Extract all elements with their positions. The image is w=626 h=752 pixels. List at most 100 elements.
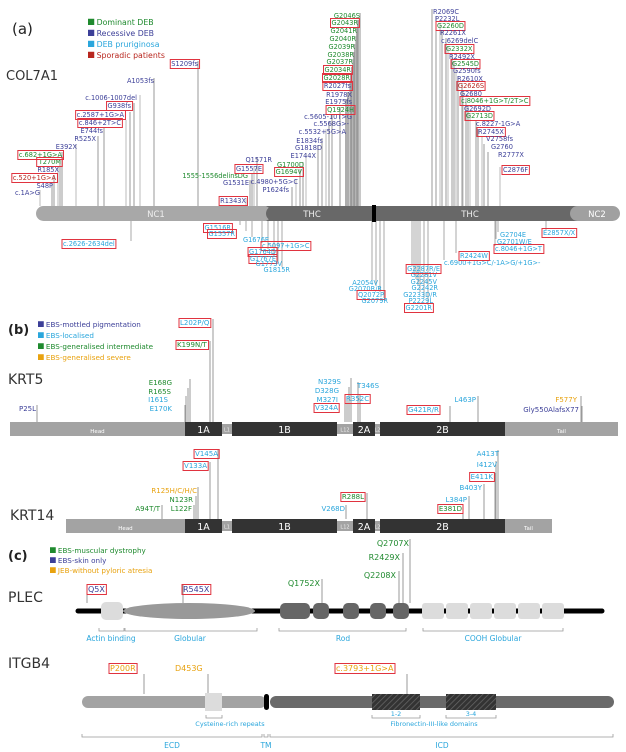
mutation-label: Gly550AlafsX77 xyxy=(523,406,579,414)
mutation-label: R545X xyxy=(183,585,210,594)
legend-swatch xyxy=(38,343,44,349)
mutation-label: D328G xyxy=(315,387,339,395)
rod-subdomain xyxy=(393,603,409,619)
mutation-label: G2626S xyxy=(458,82,484,90)
gene-name-krt14: KRT14 xyxy=(10,508,54,524)
domain-label-nc1: NC1 xyxy=(147,210,165,220)
mutation-label: G2545D xyxy=(452,60,479,68)
mutation-label: E2857X/X xyxy=(543,229,576,237)
mutation-label: c.1A>G xyxy=(15,189,40,197)
mutation-label: I412V xyxy=(477,461,497,469)
mutation-label: G2070R/R xyxy=(349,285,383,293)
segment-label: 1B xyxy=(278,425,291,436)
highlight-box xyxy=(493,244,545,254)
mutation-label: V324A xyxy=(315,404,338,412)
legend-item: DEB pruriginosa xyxy=(97,40,160,49)
segment-label: 2B xyxy=(436,522,449,533)
mutation-label: N329S xyxy=(318,378,342,386)
mutation-label: N123R xyxy=(170,496,194,504)
mutation-label: R2492X xyxy=(449,53,475,61)
mutation-label: G2233D/R xyxy=(403,291,437,299)
mutation-label: R352C xyxy=(346,395,369,403)
region-label: Fibronectin-III-like domains xyxy=(390,720,478,728)
mutation-label: E411K xyxy=(471,473,494,481)
highlight-box xyxy=(334,663,396,674)
region-bracket xyxy=(205,715,223,719)
legend-swatch xyxy=(50,567,56,573)
mutation-label: G2713D xyxy=(466,112,493,120)
highlight-box xyxy=(330,18,360,28)
mutation-label: G2041R xyxy=(331,27,358,35)
mutation-label: G2260D xyxy=(437,22,464,30)
actin-binding-domain xyxy=(101,602,123,620)
mutation-label: R2610X xyxy=(457,75,483,83)
region-bracket xyxy=(371,715,421,719)
icd-bar xyxy=(270,696,614,708)
legend-item: EBS-localised xyxy=(46,331,94,340)
highlight-box xyxy=(464,111,495,121)
legend-item: Sporadic patients xyxy=(97,51,165,60)
highlight-box xyxy=(77,118,123,128)
segment-label: Head xyxy=(90,429,104,435)
highlight-box xyxy=(169,59,201,69)
segment-2b xyxy=(380,519,505,533)
mutation-label: Q2208X xyxy=(364,571,397,580)
mutation-label: G2332X xyxy=(446,45,473,53)
highlight-box xyxy=(344,394,371,404)
domain-label-nc2: NC2 xyxy=(588,210,606,220)
region-label: ICD xyxy=(435,741,448,750)
legend-item: EBS-generalised intermediate xyxy=(46,342,154,351)
highlight-box xyxy=(405,264,442,274)
mutation-label: Q2707X xyxy=(377,539,410,548)
mutation-label: G1815R xyxy=(264,266,291,274)
mutation-label: R2424W xyxy=(460,252,488,260)
region-bracket xyxy=(98,628,125,632)
region-bracket xyxy=(422,628,564,632)
mutation-label: D453G xyxy=(175,664,203,673)
domain-thc xyxy=(266,206,586,221)
mutation-label: P1624fs xyxy=(262,186,289,194)
legend-item: EBS-mottled pigmentation xyxy=(46,320,141,329)
region-bracket xyxy=(263,734,269,738)
mutation-label: Q1571R xyxy=(245,156,272,164)
mutation-label: G2680 xyxy=(460,90,482,98)
segment-1b xyxy=(232,519,337,533)
mutation-label: L463P xyxy=(455,396,476,404)
segment-tail xyxy=(505,519,552,533)
mutation-label: R185X xyxy=(37,166,59,174)
highlight-box xyxy=(61,239,117,249)
cooh-repeat xyxy=(494,603,516,619)
mutation-label: c.6900+1G>C/-1A>G/+1G>- xyxy=(444,259,541,267)
mutation-label: c.1006-1007del xyxy=(85,94,137,102)
region-label: Globular xyxy=(174,634,207,643)
mutation-label: A413T xyxy=(477,450,500,458)
mutation-label: c.846+2T>C xyxy=(79,119,122,127)
mutation-label: S48P xyxy=(36,182,53,190)
region-label: COOH Globular xyxy=(465,634,523,643)
mutation-label: R165S xyxy=(148,388,171,396)
mutation-label: c.2626-2634del xyxy=(63,240,115,248)
highlight-box xyxy=(340,492,366,502)
highlight-box xyxy=(322,81,354,91)
legend-swatch xyxy=(88,18,95,25)
mutation-label: E381D xyxy=(439,505,462,513)
panel-label-a: (a) xyxy=(12,20,33,38)
mutation-label: c.8227-1G>A xyxy=(476,120,521,128)
highlight-box xyxy=(36,157,63,167)
legend-item: EBS-skin only xyxy=(58,556,107,565)
highlight-box xyxy=(469,472,495,482)
mutation-label: G2704E xyxy=(500,231,526,239)
mutation-label: S1209fs xyxy=(171,60,198,68)
panel-label-b: (b) xyxy=(8,323,29,338)
fibronectin-domain-1-2 xyxy=(372,694,420,710)
region-bracket xyxy=(269,734,614,738)
mutation-label: I161S xyxy=(148,396,168,404)
region-label: Rod xyxy=(336,634,350,643)
gene-name-col7a1: COL7A1 xyxy=(6,69,58,84)
mutation-label: M327I xyxy=(317,396,338,404)
mutation-label: Q5X xyxy=(88,585,105,594)
mutation-label: c.5097+1G>C xyxy=(262,242,310,250)
mutation-label: R2745X xyxy=(478,128,504,136)
mutation-label: Q2072P xyxy=(358,291,384,299)
mutation-label: c.5605-10T>G xyxy=(304,113,352,121)
